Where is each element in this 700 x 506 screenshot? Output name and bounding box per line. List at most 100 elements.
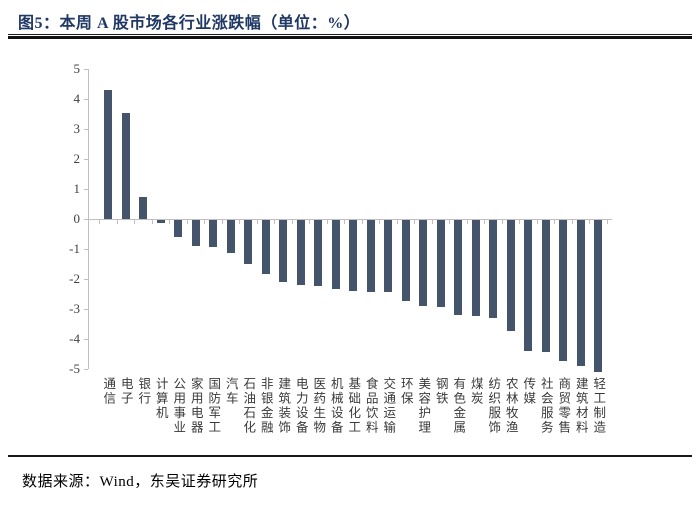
x-axis-tick [571, 220, 573, 224]
y-axis-tick-label: 0 [73, 211, 81, 226]
x-axis-label: 家用电器 [187, 377, 205, 459]
x-axis-tick [554, 220, 556, 224]
x-axis-label-text: 钢铁 [433, 377, 448, 406]
bar [261, 220, 270, 274]
footer-divider-rule [8, 455, 692, 457]
bar [401, 220, 410, 301]
x-axis-label-text: 公用事业 [171, 377, 186, 435]
x-axis-label: 建筑装饰 [274, 377, 292, 459]
y-axis-tick-label: 5 [73, 61, 81, 76]
y-axis-tick [84, 369, 88, 370]
x-axis-tick [501, 220, 503, 224]
y-axis-tick-label: 4 [73, 91, 81, 106]
x-axis-label: 汽车 [222, 377, 240, 459]
bar [191, 220, 200, 246]
bar [244, 220, 252, 264]
x-axis-tick [309, 220, 311, 224]
y-axis-tick [84, 339, 88, 340]
bar [139, 196, 147, 219]
x-axis-label: 计算机 [152, 377, 170, 459]
x-axis-tick [116, 220, 118, 224]
bar [314, 220, 322, 286]
x-axis-tick [396, 220, 398, 224]
x-axis-label: 基础化工 [344, 377, 362, 459]
y-axis-tick-label: -1 [69, 241, 80, 256]
x-axis-label-text: 基础化工 [346, 377, 361, 435]
x-axis-tick [99, 220, 101, 224]
x-axis-label-text: 计算机 [153, 377, 168, 421]
x-axis-tick [344, 220, 346, 224]
x-axis-label: 通信 [99, 377, 117, 459]
x-axis-tick [239, 220, 241, 224]
bar [594, 220, 602, 372]
x-axis-tick [431, 220, 433, 224]
x-axis-tick [589, 220, 591, 224]
figure-title: 图5：本周 A 股市场各行业涨跌幅（单位：%） [18, 9, 360, 33]
x-axis-label-text: 美容护理 [416, 377, 431, 435]
y-axis-tick-label: -2 [69, 271, 80, 286]
bar [121, 112, 130, 219]
x-axis-label: 环保 [397, 377, 415, 459]
x-axis-label: 煤炭 [467, 377, 485, 459]
y-axis-tick-label: -5 [69, 361, 80, 376]
x-axis-label-text: 交通运输 [381, 377, 396, 435]
x-axis-label: 国防军工 [204, 377, 222, 459]
x-axis-label: 交通运输 [379, 377, 397, 459]
figure-label: 图5： [18, 15, 60, 32]
x-axis-label-text: 农林牧渔 [503, 377, 518, 435]
bar [384, 220, 392, 292]
bar [559, 220, 567, 361]
y-axis-tick [84, 189, 88, 190]
bar [506, 220, 515, 331]
bar [331, 220, 340, 289]
x-axis-label-text: 医药生物 [311, 377, 326, 435]
x-axis-tick [151, 220, 153, 224]
x-axis-tick [361, 220, 363, 224]
x-axis-tick [414, 220, 416, 224]
bar [489, 220, 497, 318]
x-axis-label-text: 煤炭 [468, 377, 483, 406]
y-axis-tick [84, 219, 88, 220]
x-axis-label-text: 社会服务 [538, 377, 553, 435]
data-source-text: Wind，东吴证券研究所 [99, 474, 259, 490]
x-axis-tick [256, 220, 258, 224]
data-source-line: 数据来源：Wind，东吴证券研究所 [22, 470, 258, 491]
x-axis-label: 农林牧渔 [502, 377, 520, 459]
x-axis-tick [536, 220, 538, 224]
x-axis-label-text: 商贸零售 [556, 377, 571, 435]
bar [436, 220, 445, 307]
title-divider-rule [8, 34, 692, 39]
x-axis-label-text: 建筑材料 [573, 377, 588, 435]
bar [296, 220, 305, 285]
x-axis-tick [379, 220, 381, 224]
x-axis-label: 机械设备 [327, 377, 345, 459]
x-axis-label-text: 通信 [101, 377, 116, 406]
y-axis-tick [84, 309, 88, 310]
bar [576, 220, 585, 366]
y-axis-tick [84, 69, 88, 70]
x-axis-label-text: 机械设备 [328, 377, 343, 435]
x-axis-label: 食品饮料 [362, 377, 380, 459]
x-axis-tick [606, 220, 608, 224]
x-axis-label-text: 非银金融 [258, 377, 273, 435]
x-axis-label-text: 家用电器 [188, 377, 203, 435]
x-axis-tick [169, 220, 171, 224]
bar [349, 220, 357, 291]
bar [541, 220, 550, 352]
bar [454, 220, 462, 315]
x-axis-tick [221, 220, 223, 224]
x-axis-label-text: 汽车 [223, 377, 238, 406]
y-axis-tick-label: 1 [73, 181, 81, 196]
x-axis-label-text: 环保 [398, 377, 413, 406]
x-axis-label-text: 石油石化 [241, 377, 256, 435]
x-axis-label-text: 电子 [118, 377, 133, 406]
x-axis-label: 医药生物 [309, 377, 327, 459]
x-axis-label: 钢铁 [432, 377, 450, 459]
y-axis-tick-label: -3 [69, 301, 80, 316]
x-axis-label: 电力设备 [292, 377, 310, 459]
x-axis-label-text: 食品饮料 [363, 377, 378, 435]
x-axis-label: 传媒 [519, 377, 537, 459]
x-axis-label-text: 电力设备 [293, 377, 308, 435]
x-axis-tick [274, 220, 276, 224]
